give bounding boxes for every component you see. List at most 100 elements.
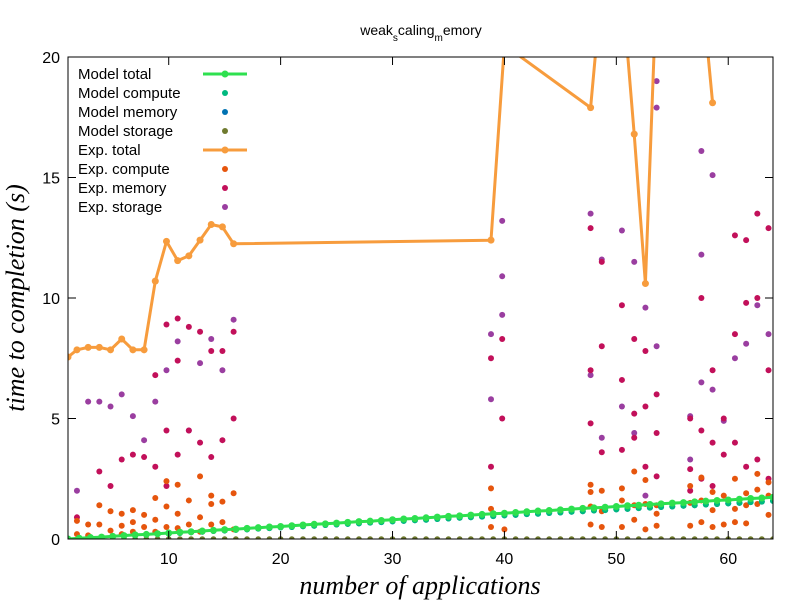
series-exp-compute-point: [687, 482, 694, 489]
series-model-total-point: [545, 507, 553, 515]
series-model-storage-point: [680, 536, 687, 539]
series-exp-compute-point: [720, 492, 727, 499]
series-model-total-point: [713, 496, 721, 504]
series-exp-storage-point: [96, 398, 103, 405]
series-model-storage-point: [210, 536, 217, 539]
series-exp-memory-point: [709, 482, 716, 489]
series-model-total-point: [355, 518, 363, 526]
series-exp-storage-point: [698, 147, 705, 154]
legend-label: Exp. compute: [78, 161, 170, 178]
series-model-total-point: [668, 499, 676, 507]
series-model-total-point: [277, 522, 285, 530]
legend-item-model-compute: Model compute: [78, 85, 228, 102]
series-exp-storage-point: [118, 391, 125, 398]
legend-item-exp-storage: Exp. storage: [78, 199, 228, 216]
y-tick-label: 0: [51, 532, 60, 549]
series-model-storage-point: [311, 536, 317, 539]
series-exp-memory-point: [163, 321, 170, 328]
series-model-storage-point: [456, 536, 463, 539]
legend-item-model-total: Model total: [78, 66, 247, 83]
series-exp-memory-point: [174, 315, 181, 322]
series-exp-memory-point: [208, 348, 215, 355]
series-exp-compute-point: [197, 473, 204, 480]
series-model-total-point: [579, 504, 587, 512]
legend-item-exp-total: Exp. total: [78, 142, 247, 159]
series-exp-total-point: [587, 104, 595, 112]
series-model-total-point: [679, 499, 687, 507]
series-exp-compute-point: [230, 490, 237, 497]
series-exp-storage-point: [618, 403, 625, 410]
series-model-storage-point: [233, 536, 239, 539]
series-exp-compute-point: [107, 508, 114, 515]
series-model-storage-point: [378, 536, 385, 539]
series-model-storage-point: [255, 536, 262, 539]
series-model-storage-point: [759, 536, 765, 539]
series-model-storage-point: [647, 536, 653, 539]
series-exp-storage-point: [642, 492, 649, 499]
series-model-storage-point: [188, 536, 194, 539]
legend-label: Model memory: [78, 104, 178, 121]
series-exp-compute-point: [219, 519, 226, 526]
series-model-total-point: [154, 530, 162, 538]
series-model-storage-point: [322, 536, 329, 539]
legend-swatch-point: [222, 204, 228, 210]
series-exp-storage-point: [631, 258, 638, 265]
legend-label: Exp. memory: [78, 180, 167, 197]
series-exp-storage-point: [709, 386, 716, 393]
series-exp-compute-point: [631, 516, 638, 523]
legend-item-exp-memory: Exp. memory: [78, 180, 228, 197]
series-exp-storage-point: [653, 104, 660, 111]
series-exp-total-point: [218, 223, 226, 231]
series-exp-compute-point: [618, 523, 625, 530]
series-model-storage-point: [591, 536, 597, 539]
series-exp-memory-point: [499, 415, 506, 422]
series-exp-compute-point: [587, 489, 594, 496]
legend-label: Model compute: [78, 85, 181, 102]
series-exp-compute-point: [96, 502, 103, 509]
series-exp-storage: [73, 78, 772, 499]
series-model-total-point: [86, 534, 94, 539]
series-exp-compute-point: [642, 476, 649, 483]
y-tick-label: 20: [42, 50, 60, 67]
series-exp-total-point: [118, 335, 126, 343]
series-exp-total: [68, 41, 717, 361]
series-exp-storage-point: [499, 273, 506, 280]
series-exp-storage-point: [107, 403, 114, 410]
series-exp-memory-point: [642, 403, 649, 410]
series-exp-total-point: [162, 237, 170, 245]
series-exp-memory-point: [219, 437, 226, 444]
series-model-storage-point: [199, 536, 206, 539]
series-exp-storage-point: [499, 217, 506, 224]
series-exp-compute-point: [208, 501, 215, 508]
series-model-total-point: [411, 515, 419, 523]
series-exp-memory-point: [174, 357, 181, 364]
series-model-total-point: [556, 506, 564, 514]
series-exp-memory-point: [653, 429, 660, 436]
series-model-storage-point: [703, 536, 709, 539]
series-exp-memory-point: [720, 415, 727, 422]
series-exp-compute-point: [720, 521, 727, 528]
series-exp-compute-point: [488, 523, 494, 530]
series-exp-storage-point: [653, 343, 660, 350]
series-exp-compute-point: [488, 485, 494, 492]
series-exp-memory-point: [185, 323, 192, 330]
series-exp-memory-point: [642, 348, 649, 355]
series-exp-compute-point: [208, 521, 215, 528]
series-model-total-point: [288, 522, 296, 530]
series-model-total-point: [198, 527, 206, 535]
series-exp-storage-point: [642, 304, 649, 311]
series-model-storage-point: [445, 536, 452, 539]
series-model-total: [68, 493, 773, 539]
series-model-storage-point: [177, 536, 183, 539]
series-model-storage-point: [266, 536, 273, 539]
series-exp-compute-point: [709, 523, 716, 530]
series-exp-memory-point: [743, 463, 750, 470]
series-exp-total-point: [501, 41, 508, 48]
legend-swatch-point: [222, 109, 228, 115]
series-exp-total-point: [95, 343, 103, 351]
series-exp-compute-point: [754, 501, 761, 508]
series-model-storage-point: [770, 536, 773, 539]
series-exp-memory-point: [96, 468, 103, 475]
series-exp-total-point: [630, 130, 638, 138]
series-exp-compute-point: [152, 495, 159, 502]
